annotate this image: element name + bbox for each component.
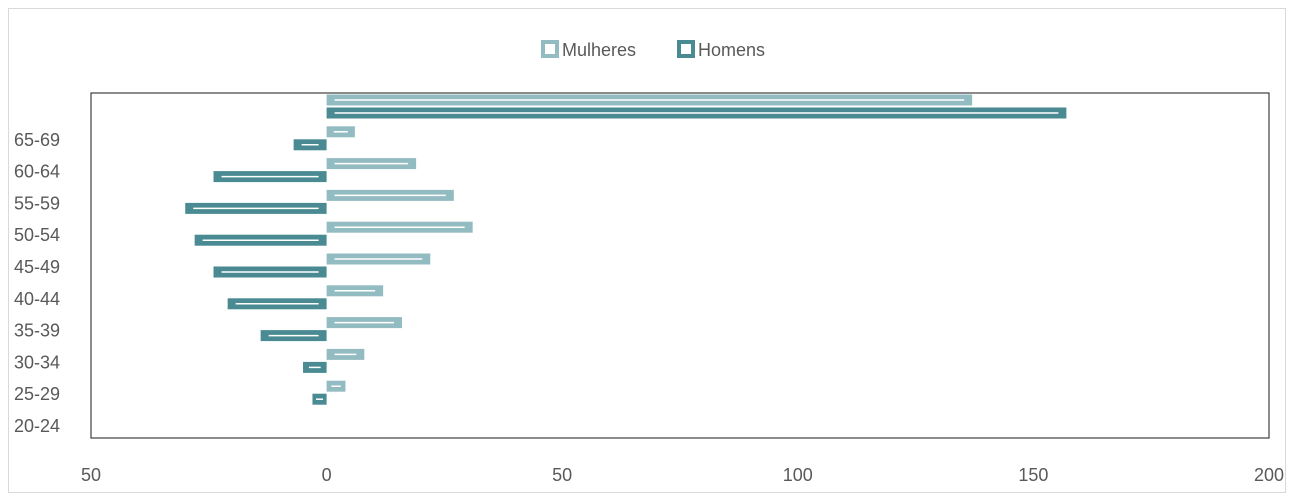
category-label: 20-24 xyxy=(14,416,60,436)
category-label: 25-29 xyxy=(14,384,60,404)
category-label: 55-59 xyxy=(14,193,60,213)
category-labels: 20-24 25-29 30-34 35-39 40-44 45-49 50-54 55-59… xyxy=(14,130,60,436)
legend-label-homens: Homens xyxy=(698,40,765,60)
legend-swatch-homens xyxy=(677,40,695,58)
bars-layer xyxy=(185,94,1067,405)
category-label: 45-49 xyxy=(14,257,60,277)
x-tick-labels: 50 0 50 100 150 200 xyxy=(81,465,1284,485)
plot-area-border xyxy=(90,92,1270,439)
legend: Mulheres Homens xyxy=(541,40,765,60)
category-label: 40-44 xyxy=(14,289,60,309)
x-tick-label: 200 xyxy=(1254,465,1284,485)
category-label: 35-39 xyxy=(14,321,60,341)
x-tick-label: 0 xyxy=(322,465,332,485)
category-label: 30-34 xyxy=(14,352,60,372)
legend-swatch-mulheres xyxy=(541,40,559,58)
x-tick-label: 50 xyxy=(552,465,572,485)
x-tick-label: 100 xyxy=(783,465,813,485)
category-label: 50-54 xyxy=(14,225,60,245)
x-tick-label: 150 xyxy=(1018,465,1048,485)
category-label: 65-69 xyxy=(14,130,60,150)
chart-frame xyxy=(8,8,1286,493)
legend-label-mulheres: Mulheres xyxy=(562,40,636,60)
category-label: 60-64 xyxy=(14,162,60,182)
x-tick-label: 50 xyxy=(81,465,101,485)
